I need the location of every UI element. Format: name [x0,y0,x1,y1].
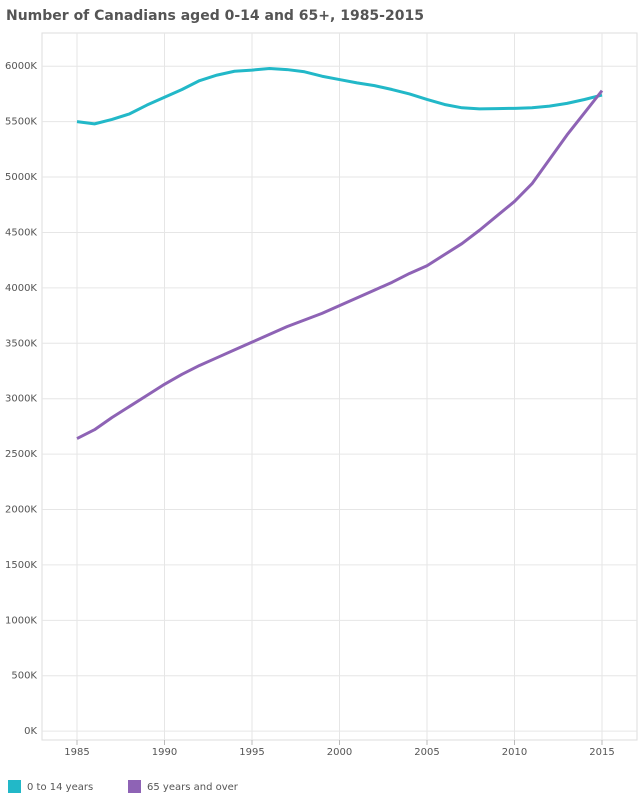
x-tick-label: 1995 [239,747,264,758]
y-tick-label: 3000K [5,394,37,405]
x-tick-label: 2015 [589,747,614,758]
y-tick-label: 6000K [5,61,37,72]
line-series [76,89,604,440]
legend-swatch [8,780,21,793]
x-tick-label: 2000 [327,747,352,758]
y-tick-label: 5000K [5,172,37,183]
x-tick-label: 2010 [502,747,527,758]
y-tick-label: 4000K [5,283,37,294]
y-tick-label: 2500K [5,449,37,460]
y-tick-label: 4500K [5,227,37,238]
x-tick-label: 1990 [152,747,177,758]
y-tick-label: 5500K [5,117,37,128]
y-tick-label: 3500K [5,338,37,349]
legend-label: 0 to 14 years [27,782,93,793]
legend-swatch [128,780,141,793]
y-tick-label: 0K [24,726,37,737]
chart-title: Number of Canadians aged 0-14 and 65+, 1… [6,8,424,24]
line-series [76,66,603,126]
y-tick-label: 1000K [5,615,37,626]
x-tick-label: 1985 [64,747,89,758]
y-tick-label: 2000K [5,505,37,516]
x-tick-label: 2005 [414,747,439,758]
legend-label: 65 years and over [147,782,239,793]
y-tick-label: 500K [11,671,37,682]
y-tick-label: 1500K [5,560,37,571]
